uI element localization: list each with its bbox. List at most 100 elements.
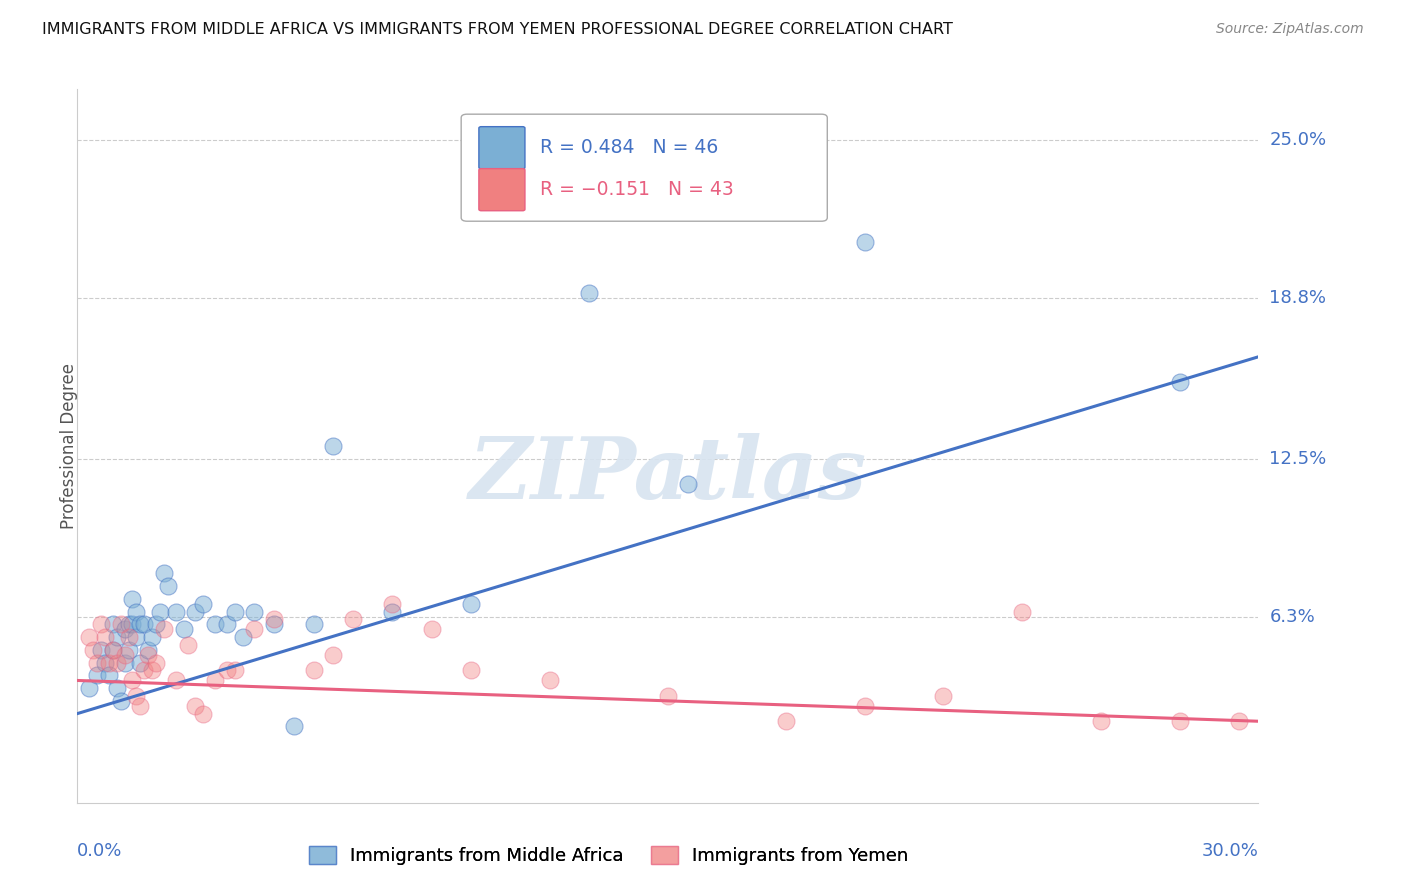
Point [105,681,128,695]
Point [193,597,215,611]
Point [232,630,254,644]
Point [420,623,443,637]
Point [224,663,246,677]
Point [243,605,266,619]
FancyBboxPatch shape [479,169,524,211]
Point [224,605,246,619]
Point [105,656,128,670]
Point [121,591,143,606]
Point [97,668,120,682]
Point [460,663,482,677]
Point [215,617,238,632]
Point [215,663,238,677]
Point [578,286,600,301]
Point [263,617,285,632]
Point [1227,714,1250,729]
Point [141,630,163,644]
Point [263,612,285,626]
Point [125,689,148,703]
Point [538,673,561,688]
Point [77,630,100,644]
Point [141,663,163,677]
Point [125,605,148,619]
Point [381,605,404,619]
Text: Source: ZipAtlas.com: Source: ZipAtlas.com [1216,22,1364,37]
Point [156,579,179,593]
Point [460,597,482,611]
Point [153,623,176,637]
Point [117,643,139,657]
Point [322,439,344,453]
Point [117,630,139,644]
Point [283,719,305,733]
Point [302,663,325,677]
Text: R = 0.484   N = 46: R = 0.484 N = 46 [540,138,718,157]
Text: 6.3%: 6.3% [1270,607,1315,626]
Text: ZIPatlas: ZIPatlas [468,433,868,516]
Text: 12.5%: 12.5% [1270,450,1327,467]
Point [243,623,266,637]
Point [176,638,198,652]
Point [114,623,136,637]
Point [101,643,124,657]
Point [204,617,226,632]
Point [184,698,207,713]
Point [165,673,187,688]
Point [932,689,955,703]
Point [145,617,167,632]
Text: R = −0.151   N = 43: R = −0.151 N = 43 [540,180,734,199]
Point [97,656,120,670]
Point [77,681,100,695]
Point [129,656,152,670]
Y-axis label: Professional Degree: Professional Degree [60,363,77,529]
Point [82,643,104,657]
Point [149,605,172,619]
Text: 0.0%: 0.0% [77,842,122,860]
Point [381,597,404,611]
Point [117,617,139,632]
Point [94,630,117,644]
Point [173,623,195,637]
Point [129,617,152,632]
Point [204,673,226,688]
Point [90,643,112,657]
Point [134,617,156,632]
Point [1168,376,1191,390]
FancyBboxPatch shape [479,127,524,169]
Point [342,612,364,626]
Point [1011,605,1033,619]
Point [145,656,167,670]
Point [1168,714,1191,729]
Point [853,698,876,713]
Point [676,477,699,491]
Text: 30.0%: 30.0% [1202,842,1258,860]
FancyBboxPatch shape [461,114,827,221]
Point [101,617,124,632]
Point [125,630,148,644]
Point [193,706,215,721]
Point [853,235,876,249]
Point [94,656,117,670]
Point [657,689,679,703]
Point [121,617,143,632]
Point [1090,714,1112,729]
Point [86,668,108,682]
Point [114,648,136,662]
Text: 18.8%: 18.8% [1270,289,1326,307]
Text: 25.0%: 25.0% [1270,131,1327,149]
Point [101,643,124,657]
Point [90,617,112,632]
Point [775,714,797,729]
Point [322,648,344,662]
Point [165,605,187,619]
Point [136,643,159,657]
Text: IMMIGRANTS FROM MIDDLE AFRICA VS IMMIGRANTS FROM YEMEN PROFESSIONAL DEGREE CORRE: IMMIGRANTS FROM MIDDLE AFRICA VS IMMIGRA… [42,22,953,37]
Point [121,673,143,688]
Legend: Immigrants from Middle Africa, Immigrants from Yemen: Immigrants from Middle Africa, Immigrant… [302,838,915,872]
Point [129,698,152,713]
Point [86,656,108,670]
Point [153,566,176,581]
Point [136,648,159,662]
Point [114,656,136,670]
Point [302,617,325,632]
